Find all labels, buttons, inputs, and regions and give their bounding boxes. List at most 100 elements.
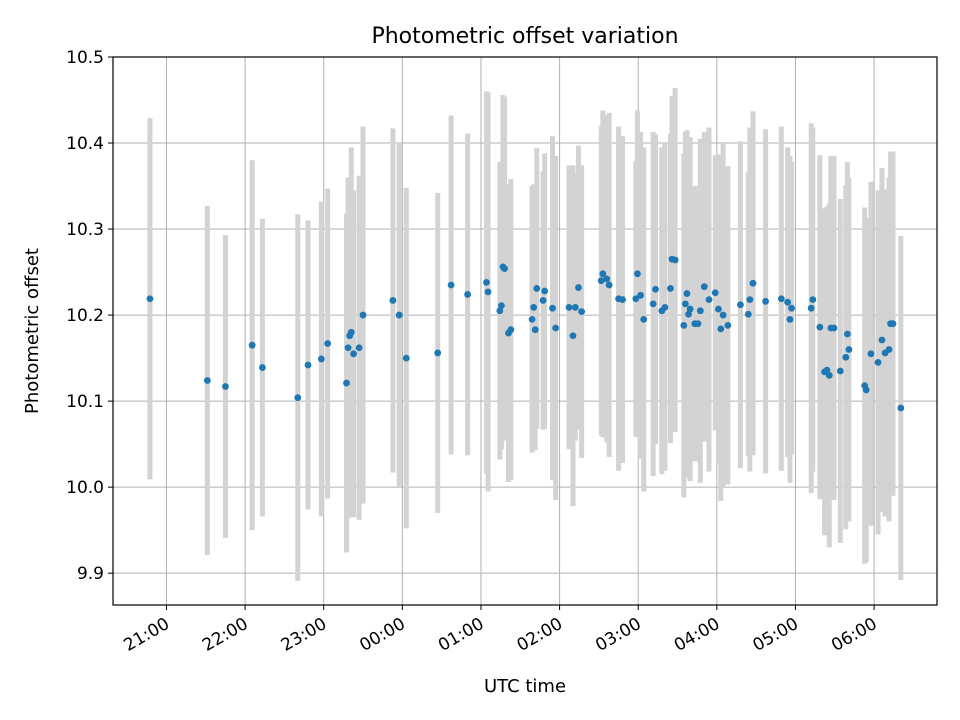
data-point [823,366,831,374]
data-point [395,311,403,319]
data-point [565,303,573,311]
data-point [749,279,757,287]
y-tick-label: 10.1 [66,392,104,412]
data-point [717,325,725,333]
y-axis-ticks: 9.9 10.0 10.1 10.2 10.3 10.4 10.5 [66,48,113,584]
data-point [786,315,794,323]
data-point [317,355,325,363]
data-point [632,295,640,303]
data-point [146,295,154,303]
data-point [836,367,844,375]
data-point [304,361,312,369]
data-point [533,285,541,292]
data-point [530,303,538,311]
data-point [531,326,539,334]
data-point [434,349,442,357]
data-point [619,296,626,303]
data-point [777,295,785,303]
data-point [603,275,611,283]
data-point [501,265,508,273]
data-point [671,256,679,264]
data-point [344,344,352,352]
data-point [686,305,694,313]
data-point [719,311,727,319]
data-point [498,302,505,310]
data-point [889,320,897,328]
data-point [680,322,688,329]
data-point [359,311,367,319]
data-point [830,324,838,332]
data-point [464,291,472,298]
y-tick-label: 10.0 [66,478,104,498]
data-point [843,330,851,338]
data-point [483,278,490,286]
data-point [541,287,549,295]
chart-title: Photometric offset variation [371,24,678,49]
data-point [605,281,613,289]
data-point [549,304,556,312]
y-axis-label: Photometric offset [22,248,43,414]
y-tick-label: 10.2 [66,306,104,326]
data-point [788,304,795,312]
data-point [203,377,211,384]
data-point [667,285,674,292]
data-point [507,326,515,334]
data-point [874,359,882,366]
data-point [746,296,754,303]
data-point [696,307,704,315]
data-point [597,277,605,285]
data-point [634,270,641,278]
data-point [578,308,586,316]
data-points [146,255,905,412]
data-point [222,383,229,390]
data-point [496,307,504,315]
data-point [637,291,644,299]
data-point [294,394,302,402]
data-point [248,341,256,349]
data-point [685,310,692,318]
data-point [343,379,350,387]
data-point [389,297,397,304]
y-tick-label: 10.5 [66,48,104,68]
data-point [649,300,657,308]
data-point [575,284,582,291]
data-point [683,290,691,297]
data-point [571,303,579,311]
data-point [258,364,266,371]
y-tick-label: 9.9 [77,564,104,584]
plot-frame [112,56,938,606]
data-point [711,289,719,297]
y-tick-label: 10.3 [66,220,104,240]
data-point [652,285,659,293]
data-point [845,346,853,353]
data-point [661,303,669,311]
data-point [816,323,824,331]
data-point [484,288,492,296]
data-point [447,281,455,289]
data-point [724,322,732,329]
data-point [539,297,547,304]
x-axis-label: UTC time [484,676,566,697]
data-point [355,344,363,352]
data-point [681,300,689,308]
data-point [807,304,815,312]
data-point [825,371,833,379]
data-point [402,354,410,362]
data-point [878,336,886,344]
data-point [842,353,850,361]
data-point [867,350,875,358]
data-point [737,301,744,309]
data-point [700,283,708,291]
data-point [552,324,560,332]
data-point [350,350,357,358]
data-point [784,298,792,306]
data-point [762,297,769,305]
data-point [694,320,702,328]
data-point [640,315,648,323]
data-point [897,404,905,412]
y-tick-label: 10.4 [66,134,104,154]
data-point [528,315,536,323]
data-point [744,310,752,318]
